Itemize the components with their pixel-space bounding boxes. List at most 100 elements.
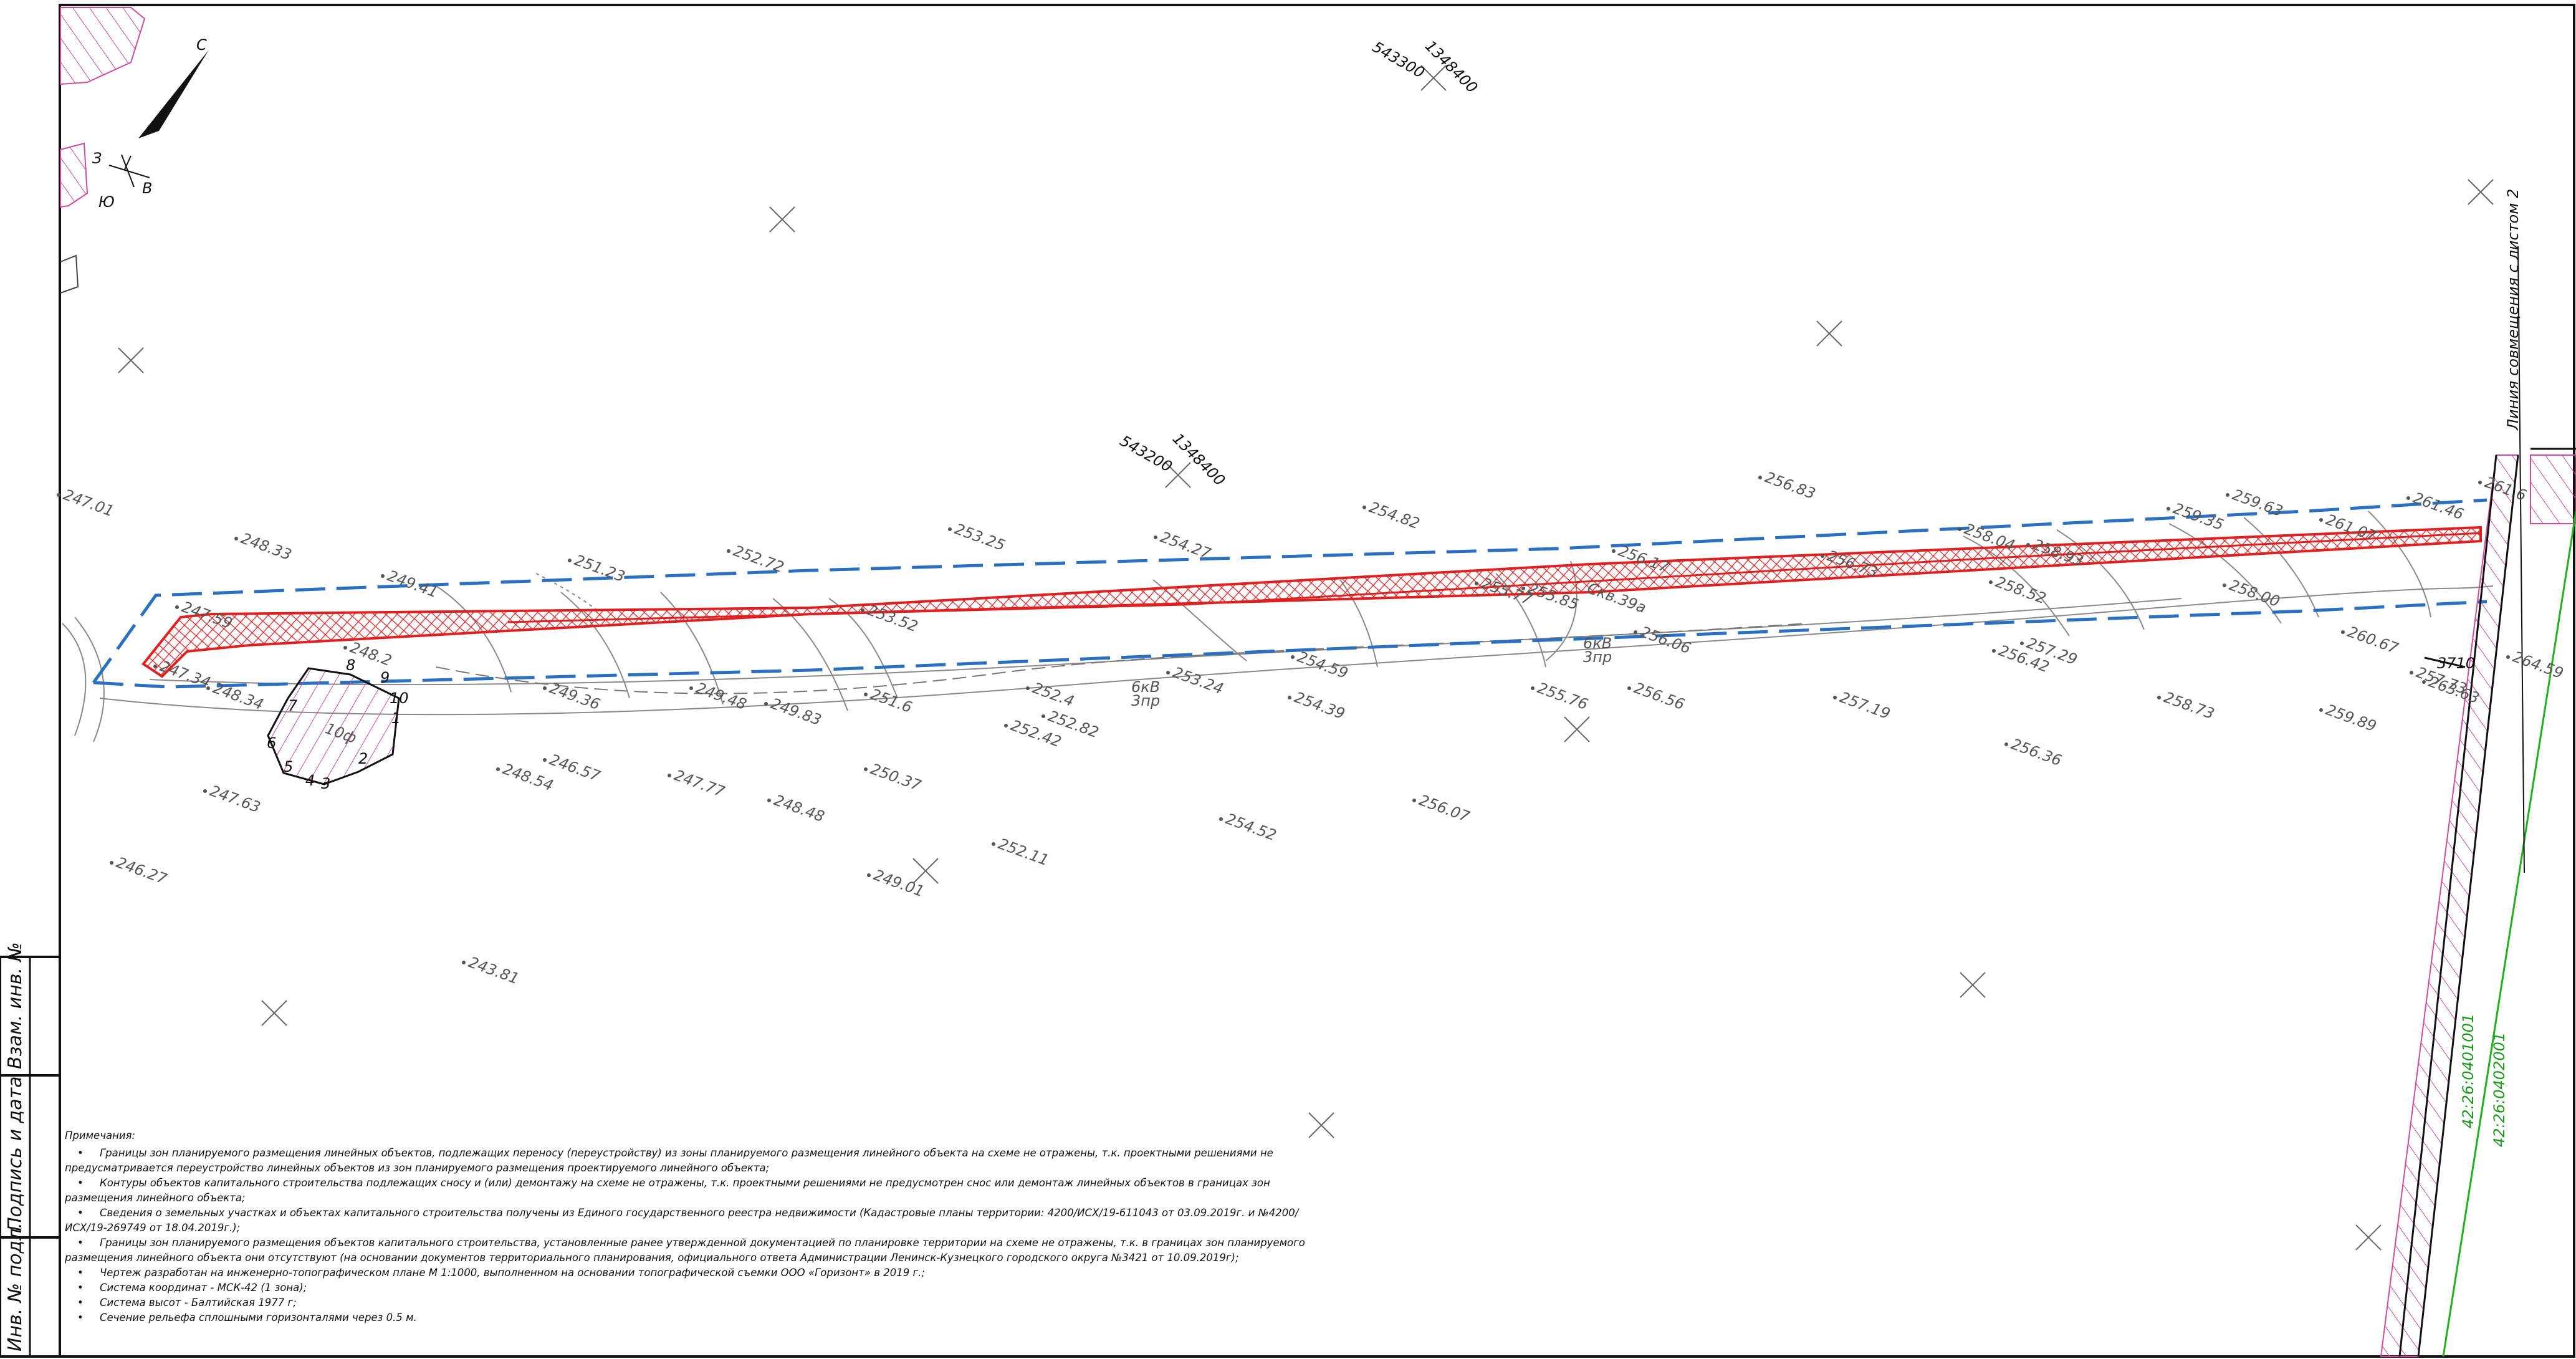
spot-height-point: [1989, 580, 1993, 584]
north-label: С: [196, 36, 207, 54]
spot-height-point: [496, 767, 500, 771]
bullet-icon: •: [77, 1312, 84, 1323]
grid-cross: [769, 206, 795, 233]
note-item: • Система координат - МСК-42 (1 зона);: [65, 1280, 1311, 1295]
spot-height-point: [1634, 630, 1637, 634]
spot-height-point: [668, 774, 671, 777]
spot-height-label: 258.73: [2162, 688, 2216, 723]
spot-height-point: [689, 686, 693, 690]
spot-height-label: 249.41: [385, 567, 440, 601]
spot-height-point: [948, 527, 952, 531]
spot-height-point: [2157, 696, 2161, 699]
spot-height-point: [1758, 476, 1762, 479]
spot-height-point: [2422, 680, 2426, 684]
stamp-inv-replace: Взам. инв. №: [4, 942, 26, 1069]
note-text: Сечение рельефа сплошными горизонталями …: [100, 1312, 417, 1323]
grid-cross: [118, 347, 144, 373]
note-item: • Система высот - Балтийская 1977 г;: [65, 1295, 1311, 1310]
spot-height-label: 256.36: [2009, 735, 2064, 769]
spot-height-label: 253.24: [1171, 663, 1225, 698]
spot-height-point: [992, 842, 995, 846]
spot-height-point: [864, 767, 868, 771]
spot-height-point: [568, 559, 572, 562]
spot-height-point: [864, 693, 868, 696]
spot-height-point: [2226, 493, 2229, 497]
spot-height-point: [2020, 641, 2024, 645]
structure-label: 3пр: [1131, 692, 1160, 709]
note-item: • Чертеж разработан на инженерно-топограф…: [65, 1265, 1311, 1280]
spot-height-label: 252.11: [996, 835, 1051, 869]
spot-height-label: 252.4: [1030, 679, 1076, 710]
spot-height-point: [234, 537, 238, 540]
bullet-icon: •: [77, 1282, 84, 1294]
spot-height-label: 249.36: [547, 679, 602, 713]
grid-cross: [261, 1000, 287, 1026]
north-arrow: С З В Ю: [92, 36, 209, 211]
spot-height-point: [2406, 496, 2410, 500]
spot-height-point: [2004, 742, 2008, 746]
grid-cross: [1816, 320, 1842, 347]
grid-east-2: 1348400: [1169, 430, 1228, 489]
spot-height-label: 257.19: [1837, 688, 1892, 723]
spot-height-point: [1531, 686, 1535, 690]
spot-height-label: 256.56: [1632, 679, 1687, 713]
spot-height-label: 253.25: [952, 520, 1007, 554]
spot-height-point: [1004, 724, 1008, 728]
spot-height-point: [1288, 696, 1291, 699]
grid-cross: [1960, 972, 1986, 998]
spot-height-point: [764, 702, 768, 706]
spot-height-label: 260.67: [2345, 623, 2401, 657]
spot-height-label: 256.07: [1417, 791, 1472, 825]
spot-height-label: 254.52: [1223, 810, 1278, 844]
spot-height-point: [2223, 583, 2226, 587]
spot-height-point: [1291, 655, 1295, 659]
spot-height-label: 250.37: [868, 760, 924, 794]
spot-height-label: 256.83: [1763, 468, 1817, 502]
parcel-vertex-label: 6: [267, 734, 276, 752]
east-label: В: [142, 180, 152, 197]
structure-label: 6кВ: [1131, 678, 1160, 696]
spot-height-point: [767, 799, 771, 802]
spot-height-point: [2341, 630, 2345, 634]
grid-crosses: [118, 65, 2494, 1251]
spot-height-point: [867, 873, 871, 877]
notes-block: Примечания: • Границы зон планируемого ра…: [65, 1128, 1311, 1325]
spot-height-point: [1521, 587, 1525, 590]
note-text: Сведения о земельных участках и объектах…: [65, 1207, 1299, 1234]
parcel-vertex-label: 3: [321, 775, 330, 792]
spot-height-label: 258.00: [2227, 576, 2282, 610]
right-parcel-strip: [2380, 246, 2576, 1357]
spot-height-point: [543, 758, 547, 762]
spot-height-point: [1992, 649, 1996, 653]
south-label: Ю: [98, 193, 115, 211]
spot-height-point: [203, 789, 207, 793]
bullet-icon: •: [77, 1297, 84, 1309]
spot-height-point: [1612, 549, 1616, 553]
spot-height-point: [206, 686, 210, 690]
spot-height-point: [727, 549, 730, 553]
notes-list: • Границы зон планируемого размещения лин…: [65, 1146, 1311, 1325]
note-text: Контуры объектов капитального строительс…: [65, 1177, 1270, 1204]
spot-height-point: [462, 961, 466, 964]
parcel-vertex-label: 10: [390, 689, 409, 707]
bullet-icon: •: [77, 1177, 84, 1189]
spot-height-label: 246.27: [114, 853, 170, 888]
grid-north-2: 543200: [1117, 432, 1175, 476]
cadastral-number-1: 42:26:0401001: [2459, 1014, 2477, 1128]
grid-cross: [2355, 1224, 2382, 1251]
spot-height-point: [2026, 543, 2030, 547]
grid-north-1: 543300: [1369, 38, 1427, 82]
spot-height-point: [1412, 799, 1416, 802]
stamp-inv-original: Инв. № подл.: [4, 1222, 26, 1352]
spot-height-label: 248.48: [772, 791, 826, 825]
parcel-label-3710: 3710: [2437, 655, 2475, 672]
note-text: Границы зон планируемого размещения объе…: [65, 1237, 1305, 1264]
notes-title: Примечания:: [65, 1130, 136, 1141]
spot-height-point: [381, 574, 385, 578]
cadastral-number-2: 42:26:0402001: [2491, 1032, 2508, 1147]
spot-height-point: [343, 646, 347, 650]
spot-height-label: 248.33: [239, 529, 294, 564]
spot-height-label: 246.57: [547, 751, 603, 785]
structure-label: 3пр: [1583, 648, 1612, 666]
